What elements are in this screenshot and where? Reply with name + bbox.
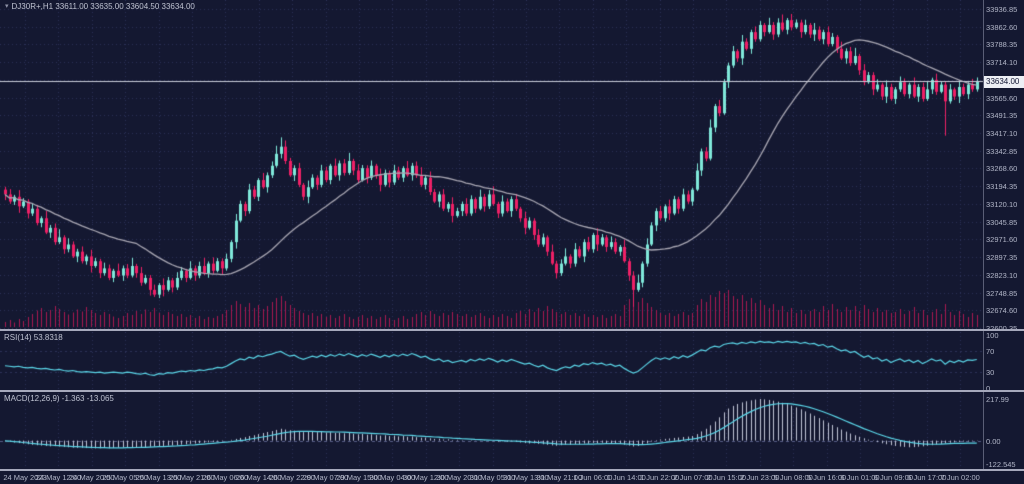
main-chart-canvas[interactable] [0, 0, 1024, 329]
time-axis-label: 6 Jun 09:00 [873, 473, 913, 482]
price-axis-label: 33194.35 [986, 182, 1018, 192]
time-axis-label: 6 Jun 01:00 [840, 473, 880, 482]
rsi-level-label: 0 [986, 384, 991, 393]
chart-ohlc-text: DJ30R+,H1 33611.00 33635.00 33604.50 336… [11, 2, 195, 11]
price-axis-label: 33120.10 [986, 199, 1018, 209]
chart-ohlc-title: ▾ DJ30R+,H1 33611.00 33635.00 33604.50 3… [5, 2, 195, 11]
rsi-level-label: 30 [986, 368, 995, 378]
price-axis-label: 33862.60 [986, 22, 1018, 32]
time-axis-label: 1 Jun 22:00 [639, 473, 680, 482]
time-axis-label: 25 May 13:00 [135, 473, 182, 482]
price-axis-label: 32748.85 [986, 288, 1018, 298]
time-axis-label: 29 May 07:00 [302, 473, 349, 482]
price-axis-label: 33714.10 [986, 58, 1018, 68]
time-axis-label: 24 May 2023 [3, 473, 47, 482]
time-axis-label: 25 May 21:00 [169, 473, 215, 482]
rsi-indicator-label: RSI(14) 53.8318 [4, 333, 63, 342]
price-axis-label: 33342.85 [986, 146, 1018, 156]
price-axis-label: 32674.60 [986, 306, 1018, 316]
time-axis-label: 26 May 14:00 [236, 473, 282, 482]
time-axis-label: 30 May 12:00 [403, 473, 449, 482]
time-axis-label: 31 May 05:00 [469, 473, 516, 482]
panel-separator[interactable] [0, 329, 1024, 331]
price-axis[interactable]: 33936.8533862.6033788.3533714.1033639.85… [983, 0, 1024, 470]
time-axis-label: 2 Jun 23:00 [740, 473, 780, 482]
time-axis-label: 24 May 20:00 [69, 473, 115, 482]
time-axis-label: 31 May 21:00 [536, 473, 583, 482]
time-axis-label: 24 May 12:00 [35, 473, 82, 482]
macd-min-label: -122.545 [986, 460, 1016, 469]
time-axis-label: 25 May 05:00 [102, 473, 148, 482]
macd-zero-label: 0.00 [986, 436, 1001, 446]
panel-separator [0, 469, 1024, 471]
price-axis-label: 33936.85 [986, 5, 1018, 14]
price-axis-label: 32823.10 [986, 270, 1018, 280]
time-axis-label: 29 May 15:00 [336, 473, 382, 482]
price-axis-label: 32971.60 [986, 235, 1018, 245]
price-axis-border [983, 0, 984, 470]
macd-indicator-label: MACD(12,26,9) -1.363 -13.065 [4, 394, 114, 403]
time-axis[interactable]: 24 May 2023 24 May 12:00 24 May 20:00 25 Ma… [0, 470, 1024, 484]
time-axis-label: 31 May 13:00 [503, 473, 549, 482]
price-axis-label: 33045.85 [986, 217, 1018, 227]
price-axis-label: 33417.10 [986, 129, 1018, 139]
time-axis-label: 5 Jun 16:00 [806, 473, 847, 482]
price-axis-label: 33788.35 [986, 40, 1018, 50]
macd-panel-canvas[interactable] [0, 393, 1024, 469]
price-axis-label: 33565.60 [986, 93, 1018, 103]
time-axis-label: 1 Jun 06:00 [573, 473, 613, 482]
time-axis-label: 2 Jun 15:00 [706, 473, 746, 482]
time-axis-label: 5 Jun 08:00 [773, 473, 813, 482]
time-axis-label: 7 Jun 02:00 [940, 473, 980, 482]
rsi-panel-canvas[interactable] [0, 332, 1024, 390]
price-axis-label: 33491.35 [986, 111, 1018, 121]
rsi-level-label: 100 [986, 331, 999, 340]
macd-max-label: 217.99 [986, 395, 1009, 404]
time-axis-label: 6 Jun 17:00 [907, 473, 947, 482]
price-axis-label: 32897.35 [986, 253, 1018, 263]
time-axis-label: 1 Jun 14:00 [606, 473, 646, 482]
time-axis-label: 30 May 20:00 [436, 473, 482, 482]
price-axis-label: 32600.35 [986, 324, 1017, 333]
time-axis-label: 26 May 06:00 [202, 473, 249, 482]
chart-menu-icon: ▾ [5, 2, 9, 10]
time-axis-label: 2 Jun 07:00 [673, 473, 713, 482]
current-price-tag: 33634.00 [984, 75, 1024, 88]
time-axis-label: 26 May 22:00 [269, 473, 315, 482]
time-axis-label: 30 May 04:00 [369, 473, 416, 482]
rsi-level-label: 70 [986, 346, 995, 356]
panel-separator[interactable] [0, 390, 1024, 392]
price-axis-label: 33268.60 [986, 164, 1018, 174]
